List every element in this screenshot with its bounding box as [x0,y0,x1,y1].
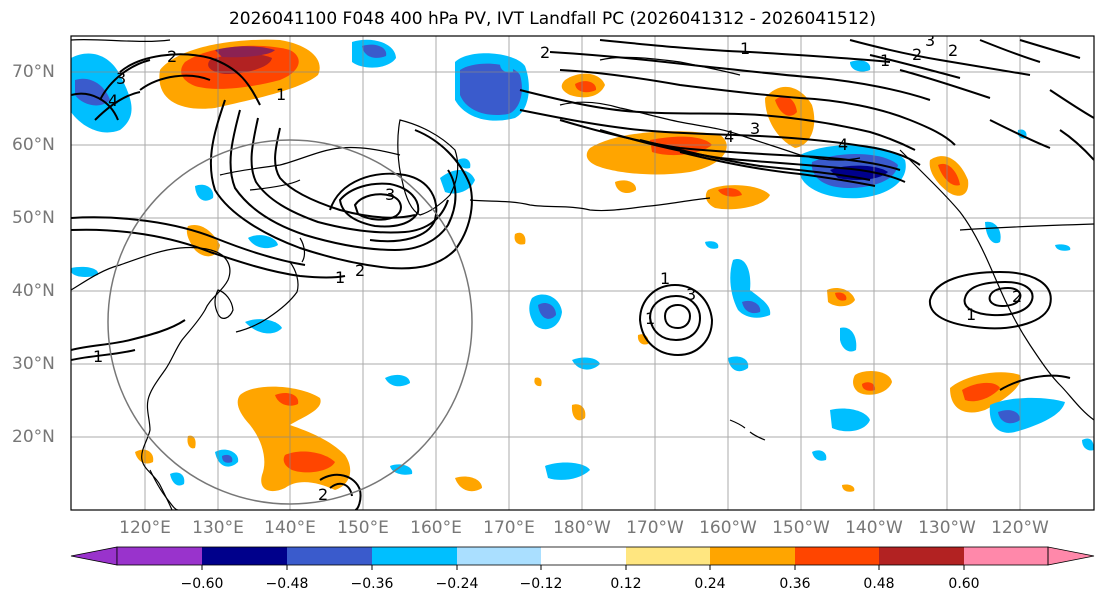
pv-shading [71,39,1094,492]
colorbar-swatch [117,547,202,565]
map-panel: 2 3 4 1 3 2 1 2 1 2 1 2 3 4 3 4 1 1 3 2 … [71,31,1094,510]
lon-label: 180°W [553,518,611,538]
colorbar-swatch [795,547,879,565]
colorbar-swatch [372,547,457,565]
asia-coastline [71,39,231,510]
aleutian-islands [469,197,711,212]
colorbar-tick-label: 0.48 [863,576,895,592]
colorbar-swatch [879,547,964,565]
colorbar-swatch [202,547,287,565]
contour-label: 4 [724,127,734,146]
lat-label: 70°N [12,62,55,82]
lon-label: 160°W [699,518,757,538]
colorbar-tick-label: 0.12 [610,576,642,592]
map-frame [70,35,1095,511]
lon-label: 160°E [410,518,462,538]
philippines-coastline [149,469,179,510]
contour-label: 4 [838,135,848,154]
colorbar-extend-high [1047,546,1095,566]
contour-label: 2 [1012,287,1022,306]
lat-label: 20°N [12,427,55,447]
contour-label: 2 [912,45,922,64]
ivt-contours [71,39,1094,510]
hawaii-islands [729,419,766,441]
lon-label: 130°W [918,518,976,538]
lon-label: 130°E [192,518,244,538]
lon-label: 140°E [264,518,316,538]
lon-label: 120°W [991,518,1049,538]
lon-label: 120°E [119,518,171,538]
contour-label: 1 [276,85,286,104]
contour-label: 2 [540,43,550,62]
colorbar-frame [116,546,1049,566]
lon-label: 140°W [845,518,903,538]
lat-label: 60°N [12,135,55,155]
contour-label: 1 [645,309,655,328]
contour-label: 1 [335,268,345,287]
colorbar-swatch [626,547,710,565]
contour-label: 2 [167,47,177,66]
lon-label: 170°E [483,518,535,538]
contour-label: 1 [740,39,750,58]
colorbar-tick-label: −0.36 [350,576,394,592]
colorbar-tick-label: −0.24 [435,576,479,592]
contour-label: 3 [116,69,126,88]
north-america-coastline [899,149,1094,421]
contour-label: 4 [108,91,118,110]
contour-label: 3 [686,285,696,304]
colorbar-swatch [457,547,541,565]
colorbar-extend-low [70,546,118,566]
colorbar-tick-label: 0.24 [694,576,726,592]
contour-label: 1 [660,269,670,288]
contour-label: 2 [318,485,328,504]
lat-label: 30°N [12,354,55,374]
colorbar-tick-label: −0.12 [519,576,563,592]
contour-label: 1 [966,305,976,324]
lon-label: 150°E [337,518,389,538]
colorbar-tick-label: −0.60 [180,576,224,592]
us-border [959,223,1094,231]
colorbar-swatch [287,547,372,565]
contour-label: 3 [750,119,760,138]
siberia-coastline [219,146,401,191]
colorbar-swatch [964,547,1048,565]
lat-label: 50°N [12,208,55,228]
lat-label: 40°N [12,281,55,301]
contour-label: 2 [355,261,365,280]
colorbar-tick-label: 0.36 [779,576,811,592]
pv-positive-peak [208,53,272,74]
colorbar-swatch [710,547,795,565]
colorbar-tick-label: 0.60 [948,576,980,592]
figure-title: 2026041100 F048 400 hPa PV, IVT Landfall… [228,9,876,29]
colorbar-tick-label: −0.48 [265,576,309,592]
contour-label: 3 [385,185,395,204]
contour-label: 1 [880,51,890,70]
contour-labels: 2 3 4 1 3 2 1 2 1 2 1 2 3 4 3 4 1 1 3 2 … [93,31,1022,504]
colorbar [70,546,1095,570]
contour-label: 2 [948,41,958,60]
korea-coastline [214,289,234,319]
landfall-range-ring [107,139,473,505]
contour-label: 3 [925,31,935,50]
lon-label: 170°W [626,518,684,538]
contour-label: 1 [93,347,103,366]
colorbar-swatch [541,547,626,565]
lon-label: 150°W [772,518,830,538]
